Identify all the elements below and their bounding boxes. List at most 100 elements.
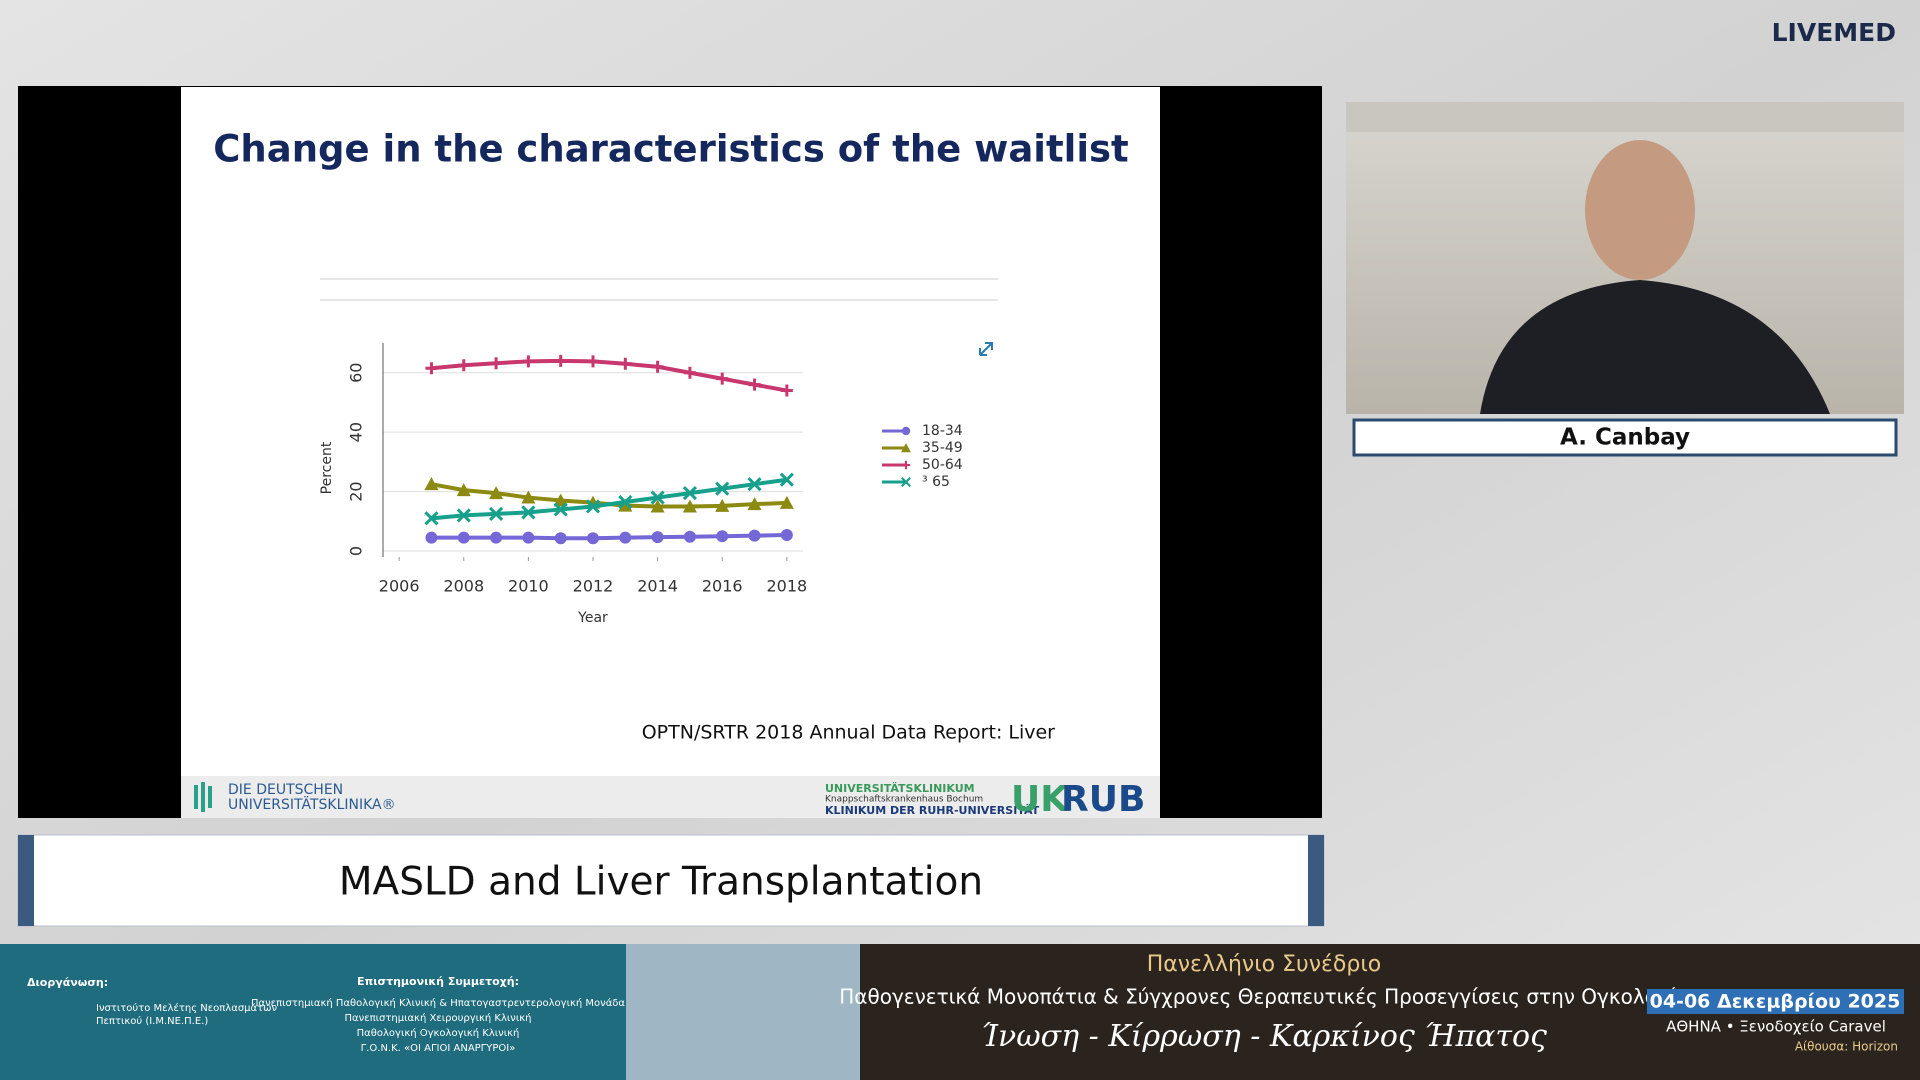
point xyxy=(522,531,535,544)
congress-subtitle: Παθογενετικά Μονοπάτια & Σύγχρονες Θεραπ… xyxy=(839,985,1688,1009)
point xyxy=(618,498,633,512)
point xyxy=(748,378,761,391)
legend-marker xyxy=(901,426,911,436)
point xyxy=(780,384,793,397)
point xyxy=(747,497,762,511)
date-box xyxy=(1647,989,1904,1014)
point xyxy=(456,483,471,497)
point xyxy=(553,493,568,507)
logo-text: KLINIKUM DER RUHR-UNIVERSITÄT xyxy=(825,803,1040,817)
speaker-head xyxy=(1585,140,1695,280)
banner-label: Διοργάνωση: xyxy=(27,976,108,989)
point xyxy=(585,499,601,514)
chart: 0 20 40 60 2006 2008 2010 2012 2014 2016 2018 Year P… xyxy=(319,343,963,626)
point xyxy=(683,530,696,543)
session-accent xyxy=(1308,835,1324,926)
x-tick-label: 2018 xyxy=(766,577,807,596)
point xyxy=(489,486,504,500)
point xyxy=(619,357,632,370)
logo-text: Knappschaftskrankenhaus Bochum xyxy=(825,795,983,805)
logo-mark xyxy=(194,782,212,812)
banner-left xyxy=(0,944,626,1080)
point xyxy=(715,481,730,496)
point xyxy=(650,490,665,505)
logo-rub: RUB xyxy=(1061,779,1145,820)
point xyxy=(682,486,697,501)
point xyxy=(554,354,567,367)
point xyxy=(779,495,794,509)
legend-marker xyxy=(901,443,911,453)
speaker-body xyxy=(1480,280,1830,414)
y-axis-label: Percent xyxy=(319,441,335,494)
point xyxy=(490,531,503,544)
point xyxy=(587,532,599,545)
point xyxy=(490,357,503,370)
slide xyxy=(181,87,1160,818)
point xyxy=(425,531,438,544)
room: Αίθουσα: Horizon xyxy=(1795,1040,1898,1054)
series-line xyxy=(431,477,788,521)
name-bar xyxy=(1352,418,1898,457)
point xyxy=(780,529,793,542)
point xyxy=(618,494,633,510)
point xyxy=(424,511,439,526)
banner-label: Επιστημονική Συμμετοχή: xyxy=(357,975,519,988)
logo-text: UNIVERSITÄTSKLINIKUM xyxy=(825,781,975,795)
point xyxy=(651,360,664,373)
legend-label: 18-34 xyxy=(922,423,963,439)
dates: 04-06 Δεκεμβρίου 2025 xyxy=(1650,991,1901,1013)
point xyxy=(521,490,536,504)
legend-marker xyxy=(901,477,911,487)
tagline: Ίνωση - Κίρρωση - Καρκίνος Ήπατος xyxy=(981,1019,1547,1054)
point xyxy=(651,531,664,544)
logo-text: DIE DEUTSCHEN xyxy=(228,782,343,798)
venue: ΑΘΗΝΑ • Ξενοδοχείο Caravel xyxy=(1666,1018,1886,1036)
legend-label: 35-49 xyxy=(922,440,963,456)
point xyxy=(457,531,470,544)
congress: Πανελλήνιο Συνέδριο xyxy=(1147,952,1382,977)
point xyxy=(425,362,438,375)
point xyxy=(587,355,599,368)
slide-title: Change in the characteristics of the wai… xyxy=(213,128,1129,171)
banner-text: Πεπτικού (Ι.Μ.ΝΕ.Π.Ε.) xyxy=(96,1015,208,1027)
y-tick-label: 60 xyxy=(347,363,366,383)
y-tick-label: 20 xyxy=(347,481,366,501)
camera-banner xyxy=(1346,102,1904,132)
point xyxy=(424,477,439,491)
expand-icon[interactable] xyxy=(979,342,993,356)
x-tick-label: 2016 xyxy=(702,577,743,596)
point xyxy=(683,366,696,379)
point xyxy=(779,472,794,487)
point xyxy=(682,499,697,513)
x-tick-label: 2008 xyxy=(443,577,484,596)
legend-label: ³ 65 xyxy=(922,474,950,490)
session-accent xyxy=(18,835,34,926)
logo-text: UNIVERSITÄTSKLINIKA® xyxy=(228,795,396,813)
x-tick-label: 2006 xyxy=(379,577,420,596)
point xyxy=(522,355,535,368)
source: OPTN/SRTR 2018 Annual Data Report: Liver xyxy=(642,722,1055,744)
y-tick-label: 40 xyxy=(347,422,366,442)
legend-marker xyxy=(901,460,911,470)
point xyxy=(521,505,536,520)
banner-text: Γ.Ο.Ν.Κ. «ΟΙ ΑΓΙΟΙ ΑΝΑΡΓΥΡΟΙ» xyxy=(361,1043,516,1054)
point xyxy=(553,502,568,517)
brand: LIVEMED xyxy=(1772,18,1896,47)
slide-footer xyxy=(181,776,1160,818)
point xyxy=(748,529,761,542)
point xyxy=(650,499,665,513)
point xyxy=(747,477,762,492)
x-axis-label: Year xyxy=(577,610,608,626)
session-title: MASLD and Liver Transplantation xyxy=(339,860,983,905)
point xyxy=(489,506,504,521)
banner-image xyxy=(626,944,860,1080)
point xyxy=(715,498,730,512)
speaker-name: A. Canbay xyxy=(1560,425,1690,451)
banner-text: Παθολογική Ογκολογική Κλινική xyxy=(357,1027,520,1039)
logo-uk: UK xyxy=(1011,779,1069,820)
banner-text: Πανεπιστημιακή Παθολογική Κλινική & Ηπατ… xyxy=(251,997,625,1009)
x-tick-label: 2012 xyxy=(573,577,614,596)
session-bar xyxy=(17,834,1325,927)
point xyxy=(716,530,729,543)
